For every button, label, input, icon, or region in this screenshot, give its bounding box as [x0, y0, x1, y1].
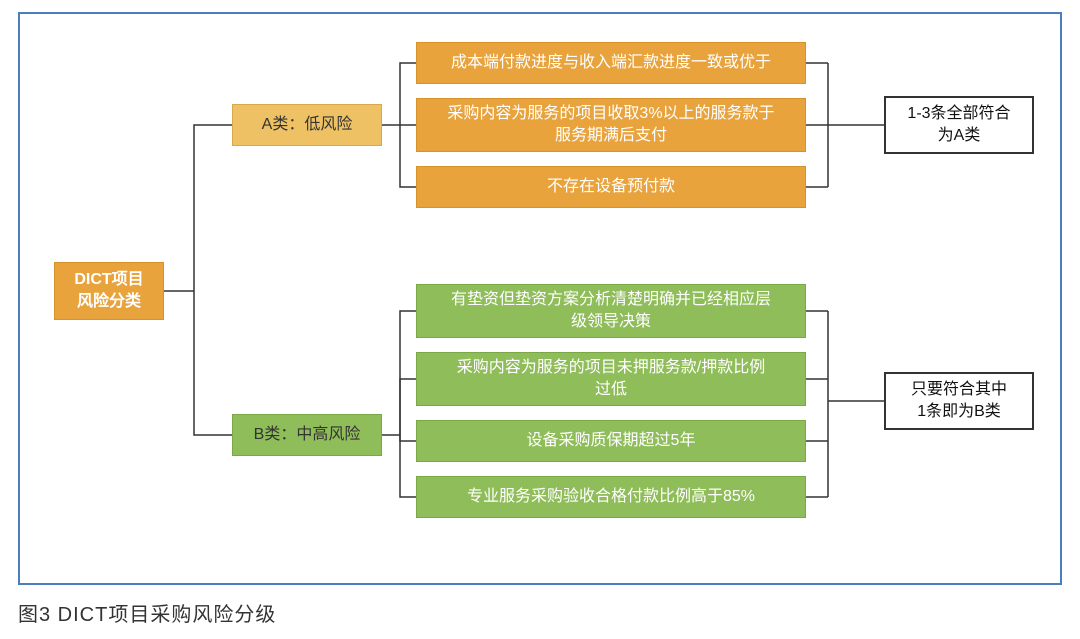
figure-caption: 图3 DICT项目采购风险分级 [18, 598, 276, 627]
category-b-node: B类：中高风险 [232, 414, 382, 456]
criterion-a2: 采购内容为服务的项目收取3%以上的服务款于服务期满后支付 [416, 98, 806, 152]
result-a-box: 1-3条全部符合为A类 [884, 96, 1034, 154]
criterion-a1: 成本端付款进度与收入端汇款进度一致或优于 [416, 42, 806, 84]
category-a-node: A类：低风险 [232, 104, 382, 146]
criterion-a3: 不存在设备预付款 [416, 166, 806, 208]
result-b-box: 只要符合其中1条即为B类 [884, 372, 1034, 430]
criterion-b1: 有垫资但垫资方案分析清楚明确并已经相应层级领导决策 [416, 284, 806, 338]
root-node: DICT项目风险分类 [54, 262, 164, 320]
criterion-b4: 专业服务采购验收合格付款比例高于85% [416, 476, 806, 518]
criterion-b2: 采购内容为服务的项目未押服务款/押款比例过低 [416, 352, 806, 406]
diagram-canvas: DICT项目风险分类 A类：低风险 B类：中高风险 成本端付款进度与收入端汇款进… [18, 12, 1062, 585]
criterion-b3: 设备采购质保期超过5年 [416, 420, 806, 462]
